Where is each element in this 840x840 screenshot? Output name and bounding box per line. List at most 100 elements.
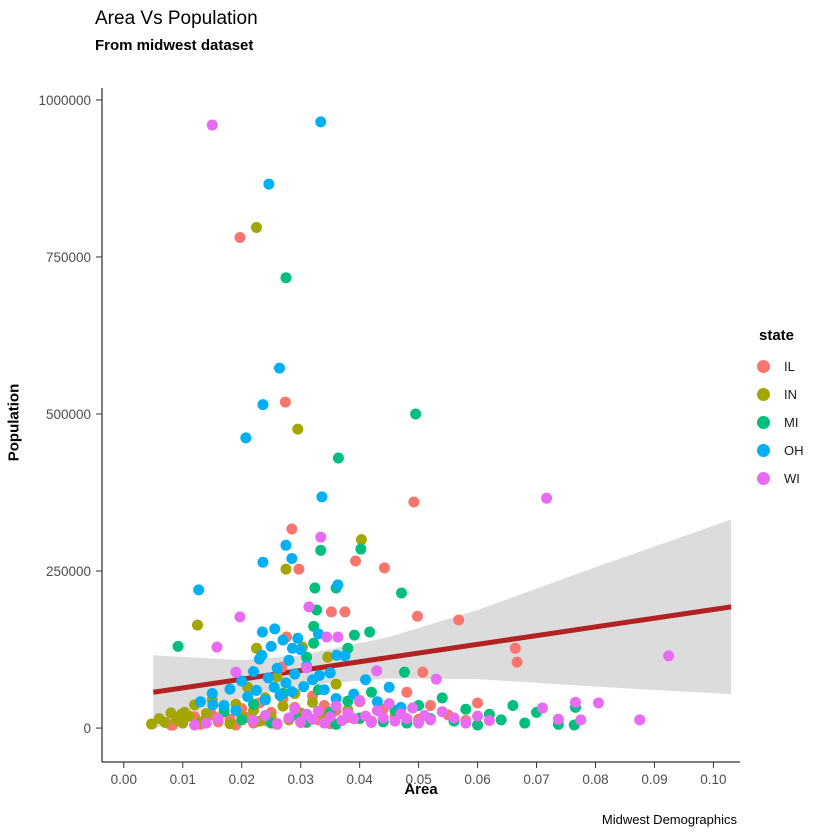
data-point-OH <box>295 644 307 656</box>
data-point-MI <box>315 544 327 556</box>
data-point-OH <box>253 653 265 665</box>
data-point-OH <box>269 623 281 635</box>
data-point-MI <box>396 587 408 599</box>
data-point-WI <box>552 713 564 725</box>
data-point-OH <box>262 672 274 684</box>
data-point-MI <box>172 640 184 652</box>
data-point-MI <box>436 692 448 704</box>
data-point-IL <box>339 606 351 618</box>
y-tick-label: 1000000 <box>38 93 91 108</box>
data-point-OH <box>312 628 324 640</box>
legend-label: MI <box>784 415 799 430</box>
data-point-OH <box>289 668 301 680</box>
data-point-OH <box>318 684 330 696</box>
data-point-IN <box>146 718 158 730</box>
data-point-OH <box>316 491 328 503</box>
data-point-WI <box>211 641 223 653</box>
legend-label: IN <box>784 387 797 402</box>
data-point-WI <box>321 631 333 643</box>
data-point-WI <box>383 698 395 710</box>
data-point-OH <box>283 654 295 666</box>
data-point-OH <box>371 696 383 708</box>
data-point-OH <box>280 539 292 551</box>
x-tick-label: 0.01 <box>170 772 196 787</box>
y-tick-label: 250000 <box>46 564 91 579</box>
data-point-IN <box>159 716 171 728</box>
x-tick-label: 0.08 <box>582 772 608 787</box>
data-point-IN <box>322 651 334 663</box>
data-point-IN <box>292 423 304 435</box>
data-point-MI <box>332 452 344 464</box>
data-point-WI <box>634 714 646 726</box>
data-point-WI <box>332 631 344 643</box>
y-tick-label: 500000 <box>46 407 91 422</box>
data-point-MI <box>309 582 321 594</box>
data-point-OH <box>315 116 327 128</box>
data-point-WI <box>234 611 246 623</box>
data-point-WI <box>312 705 324 717</box>
data-point-WI <box>448 712 460 724</box>
data-point-WI <box>306 713 318 725</box>
data-point-MI <box>308 637 320 649</box>
data-point-OH <box>230 704 242 716</box>
data-point-WI <box>315 531 327 543</box>
data-point-WI <box>401 713 413 725</box>
data-point-WI <box>248 715 260 727</box>
data-point-WI <box>336 715 348 727</box>
data-point-WI <box>295 716 307 728</box>
data-point-OH <box>206 688 218 700</box>
data-point-IL <box>293 563 305 575</box>
data-point-WI <box>430 673 442 685</box>
data-point-WI <box>424 714 436 726</box>
data-point-WI <box>407 702 419 714</box>
data-point-OH <box>268 681 280 693</box>
chart-subtitle: From midwest dataset <box>95 37 254 54</box>
legend-dot-MI <box>757 416 770 429</box>
legend-dot-IL <box>757 360 770 373</box>
data-point-IL <box>401 686 413 698</box>
x-axis-label: Area <box>404 781 438 798</box>
data-point-OH <box>248 666 260 678</box>
data-point-IN <box>271 671 283 683</box>
legend-dot-WI <box>757 472 770 485</box>
x-tick-label: 0.02 <box>229 772 255 787</box>
data-point-MI <box>410 408 422 420</box>
data-point-WI <box>569 696 581 708</box>
x-tick-label: 0.09 <box>641 772 667 787</box>
data-point-WI <box>212 713 224 725</box>
data-point-IN <box>224 718 236 730</box>
x-tick-label: 0.06 <box>464 772 490 787</box>
data-point-IL <box>472 697 484 709</box>
data-point-IL <box>325 606 337 618</box>
data-point-IL <box>286 523 298 535</box>
y-tick-label: 750000 <box>46 250 91 265</box>
data-point-IL <box>424 699 436 711</box>
legend-label: WI <box>784 471 800 486</box>
data-point-OH <box>257 556 269 568</box>
data-point-MI <box>495 714 507 726</box>
data-point-OH <box>298 681 310 693</box>
chart-caption: Midwest Demographics <box>601 812 737 827</box>
data-point-IL <box>453 614 465 626</box>
data-point-MI <box>280 272 292 284</box>
data-point-OH <box>265 640 277 652</box>
y-axis-label: Population <box>5 383 23 462</box>
data-point-WI <box>354 694 366 706</box>
data-point-OH <box>339 650 351 662</box>
x-tick-label: 0.07 <box>523 772 549 787</box>
data-point-OH <box>274 689 286 701</box>
data-point-MI <box>519 717 531 729</box>
data-point-WI <box>575 714 587 726</box>
trend-line <box>152 604 732 695</box>
data-point-WI <box>413 717 425 729</box>
data-point-OH <box>360 674 372 686</box>
data-point-MI <box>398 666 410 678</box>
data-point-WI <box>324 711 336 723</box>
data-point-WI <box>371 665 383 677</box>
data-point-IL <box>417 666 429 678</box>
data-point-IL <box>408 496 420 508</box>
data-point-MI <box>348 629 360 641</box>
data-point-MI <box>472 719 484 731</box>
data-point-IN <box>330 678 342 690</box>
data-point-WI <box>389 715 401 727</box>
